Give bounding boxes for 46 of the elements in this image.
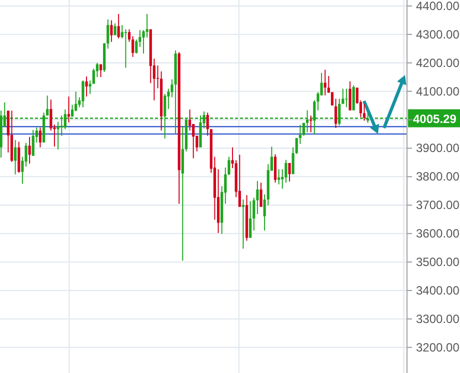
ref-line-label: 4005.29 [413,112,457,126]
y-tick-label: 4200.00 [416,56,460,70]
candlestick [345,88,348,108]
y-tick-label: 3700.00 [416,198,460,212]
candlestick [67,96,70,122]
candlestick [245,195,248,241]
candlestick [110,20,113,42]
y-tick-label: 3900.00 [416,141,460,156]
candlestick [28,136,31,164]
candlestick [274,154,277,183]
y-tick-label: 3300.00 [416,312,460,326]
y-tick-label: 3800.00 [416,170,460,184]
y-tick-label: 4400.00 [416,0,460,13]
y-tick-label: 4100.00 [416,84,460,98]
candlestick [14,140,17,174]
candlestick [324,70,326,96]
candlestick [114,23,116,36]
candlestick [288,163,291,182]
candlestick [88,80,92,94]
candlestick [178,52,180,204]
y-tick-label: 3200.00 [416,340,460,354]
candlestick [99,64,102,78]
candlestick [348,81,352,110]
candlestick [124,29,127,68]
candlestick [82,80,84,108]
candlestick [249,201,252,238]
candlestick [334,98,338,128]
candlestick [310,116,312,132]
candlestick [160,71,163,131]
candlestick [278,169,280,184]
candlestick [362,104,366,121]
candlestick [38,127,42,148]
y-tick-label: 4300.00 [416,27,460,42]
y-tick-label: 3500.00 [416,255,460,270]
candlestick [117,14,120,38]
candlestick [260,182,262,207]
candlestick [85,76,88,96]
candlestick [10,110,14,162]
y-tick-label: 3400.00 [416,283,460,298]
candlestick [238,154,241,207]
candlestick [18,142,20,173]
candlestick [32,130,34,156]
candlestick [242,199,245,249]
candlestick [352,85,355,110]
candlestick [206,112,209,136]
y-tick-label: 3600.00 [416,226,460,241]
